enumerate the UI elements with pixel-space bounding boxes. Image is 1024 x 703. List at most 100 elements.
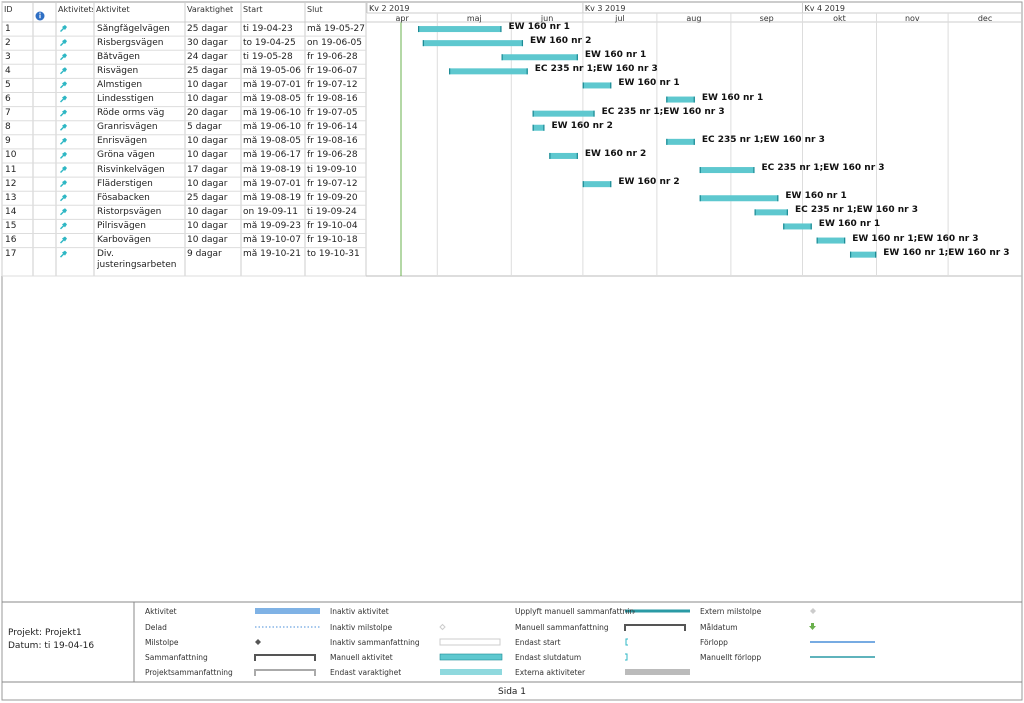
mode-icon xyxy=(60,236,67,244)
task-bar-end xyxy=(875,251,877,258)
task-start: må 19-08-19 xyxy=(243,192,301,203)
quarter-label: Kv 4 2019 xyxy=(804,4,846,13)
mode-icon xyxy=(60,25,67,32)
legend-symbol xyxy=(254,654,316,661)
task-finish: to 19-10-31 xyxy=(307,249,360,260)
task-bar-start xyxy=(582,82,584,89)
task-bar-end xyxy=(753,167,755,174)
task-bar xyxy=(783,223,812,230)
task-bar-start xyxy=(501,54,503,61)
task-bar-end xyxy=(543,124,545,131)
task-bar xyxy=(666,138,695,145)
legend-label: Inaktiv aktivitet xyxy=(330,607,389,616)
task-id: 1 xyxy=(5,23,11,34)
task-bar-start xyxy=(549,152,551,159)
task-bar-end xyxy=(576,54,578,61)
task-start: må 19-09-23 xyxy=(243,220,301,231)
column-header: ID xyxy=(4,5,13,14)
task-duration: 20 dagar xyxy=(187,108,228,119)
task-start: må 19-08-05 xyxy=(243,136,301,147)
mode-icon xyxy=(60,95,67,103)
column-header: Varaktighet xyxy=(187,5,234,14)
task-id: 17 xyxy=(5,249,17,260)
legend-label: Inaktiv sammanfattning xyxy=(330,638,420,647)
task-bar-start xyxy=(754,209,756,216)
legend-symbol xyxy=(625,669,690,675)
month-label: aug xyxy=(686,14,702,23)
mode-icon xyxy=(60,39,67,47)
task-bar-start xyxy=(666,138,668,145)
legend-label: Delad xyxy=(145,623,167,632)
legend-symbol xyxy=(440,669,502,675)
task-bar xyxy=(699,195,779,202)
mode-icon xyxy=(60,151,67,159)
task-bar-start xyxy=(422,40,424,47)
task-bar xyxy=(532,110,595,117)
resource-label: EW 160 nr 1 xyxy=(818,219,881,230)
task-bar xyxy=(666,96,695,103)
task-bar xyxy=(582,181,612,188)
resource-label: EW 160 nr 1 xyxy=(618,78,680,89)
resource-label: EC 235 nr 1;EW 160 nr 3 xyxy=(601,106,725,117)
month-label: okt xyxy=(833,14,846,23)
legend-symbol xyxy=(439,653,503,661)
resource-label: EC 235 nr 1;EW 160 nr 3 xyxy=(534,64,658,75)
task-bar-end xyxy=(786,209,788,216)
task-name: Almstigen xyxy=(97,79,143,90)
task-bar xyxy=(532,124,545,131)
task-finish: ti 19-09-10 xyxy=(307,164,357,175)
page-number: Sida 1 xyxy=(497,687,527,697)
task-id: 8 xyxy=(5,122,11,133)
task-finish: må 19-05-27 xyxy=(307,23,365,34)
task-bar xyxy=(754,209,788,216)
task-start: ti 19-04-23 xyxy=(243,23,293,34)
task-bar-end xyxy=(610,82,612,89)
task-finish: fr 19-10-04 xyxy=(307,220,358,231)
task-bar-start xyxy=(532,124,534,131)
task-id: 5 xyxy=(5,79,11,90)
legend-label: Sammanfattning xyxy=(145,653,208,662)
task-name: Enrisvägen xyxy=(97,136,148,147)
task-name: Risvägen xyxy=(97,65,139,76)
mode-icon xyxy=(60,222,67,230)
task-duration: 10 dagar xyxy=(187,235,228,245)
mode-icon xyxy=(60,166,67,173)
mode-icon xyxy=(60,81,67,89)
mode-icon xyxy=(60,208,67,216)
task-start: må 19-06-10 xyxy=(243,108,301,119)
task-bar xyxy=(418,26,502,33)
task-duration: 25 dagar xyxy=(187,192,228,203)
task-finish: fr 19-06-28 xyxy=(307,51,358,62)
legend-label: Endast slutdatum xyxy=(515,653,582,662)
task-start: må 19-06-17 xyxy=(243,150,301,161)
task-finish: fr 19-09-20 xyxy=(307,192,358,203)
month-label: jun xyxy=(540,14,554,23)
task-id: 13 xyxy=(5,192,17,203)
legend-label: Milstolpe xyxy=(145,638,179,647)
legend-label: Endast start xyxy=(515,638,561,647)
resource-label: EW 160 nr 1 xyxy=(584,50,647,61)
legend-symbol xyxy=(810,608,816,614)
task-id: 16 xyxy=(5,235,17,245)
task-bar-start xyxy=(449,68,451,75)
task-bar xyxy=(849,251,877,258)
task-finish: fr 19-07-12 xyxy=(307,79,358,90)
task-start: må 19-05-06 xyxy=(243,65,301,76)
task-bar-end xyxy=(521,40,524,47)
project-date: Datum: ti 19-04-16 xyxy=(8,641,95,651)
resource-label: EC 235 nr 1;EW 160 nr 3 xyxy=(701,134,825,145)
task-name: Lindesstigen xyxy=(97,94,154,104)
mode-icon xyxy=(60,137,67,145)
resource-label: EW 160 nr 1 xyxy=(785,191,847,202)
task-id: 9 xyxy=(5,136,11,147)
resource-label: EW 160 nr 2 xyxy=(618,177,680,188)
task-duration: 9 dagar xyxy=(187,249,222,260)
task-bar-end xyxy=(693,138,695,145)
legend-label: Förlopp xyxy=(700,638,728,647)
task-bar xyxy=(582,82,612,89)
task-duration: 25 dagar xyxy=(187,23,228,34)
task-bar-end xyxy=(810,223,812,230)
legend-label: Manuell aktivitet xyxy=(330,653,393,662)
